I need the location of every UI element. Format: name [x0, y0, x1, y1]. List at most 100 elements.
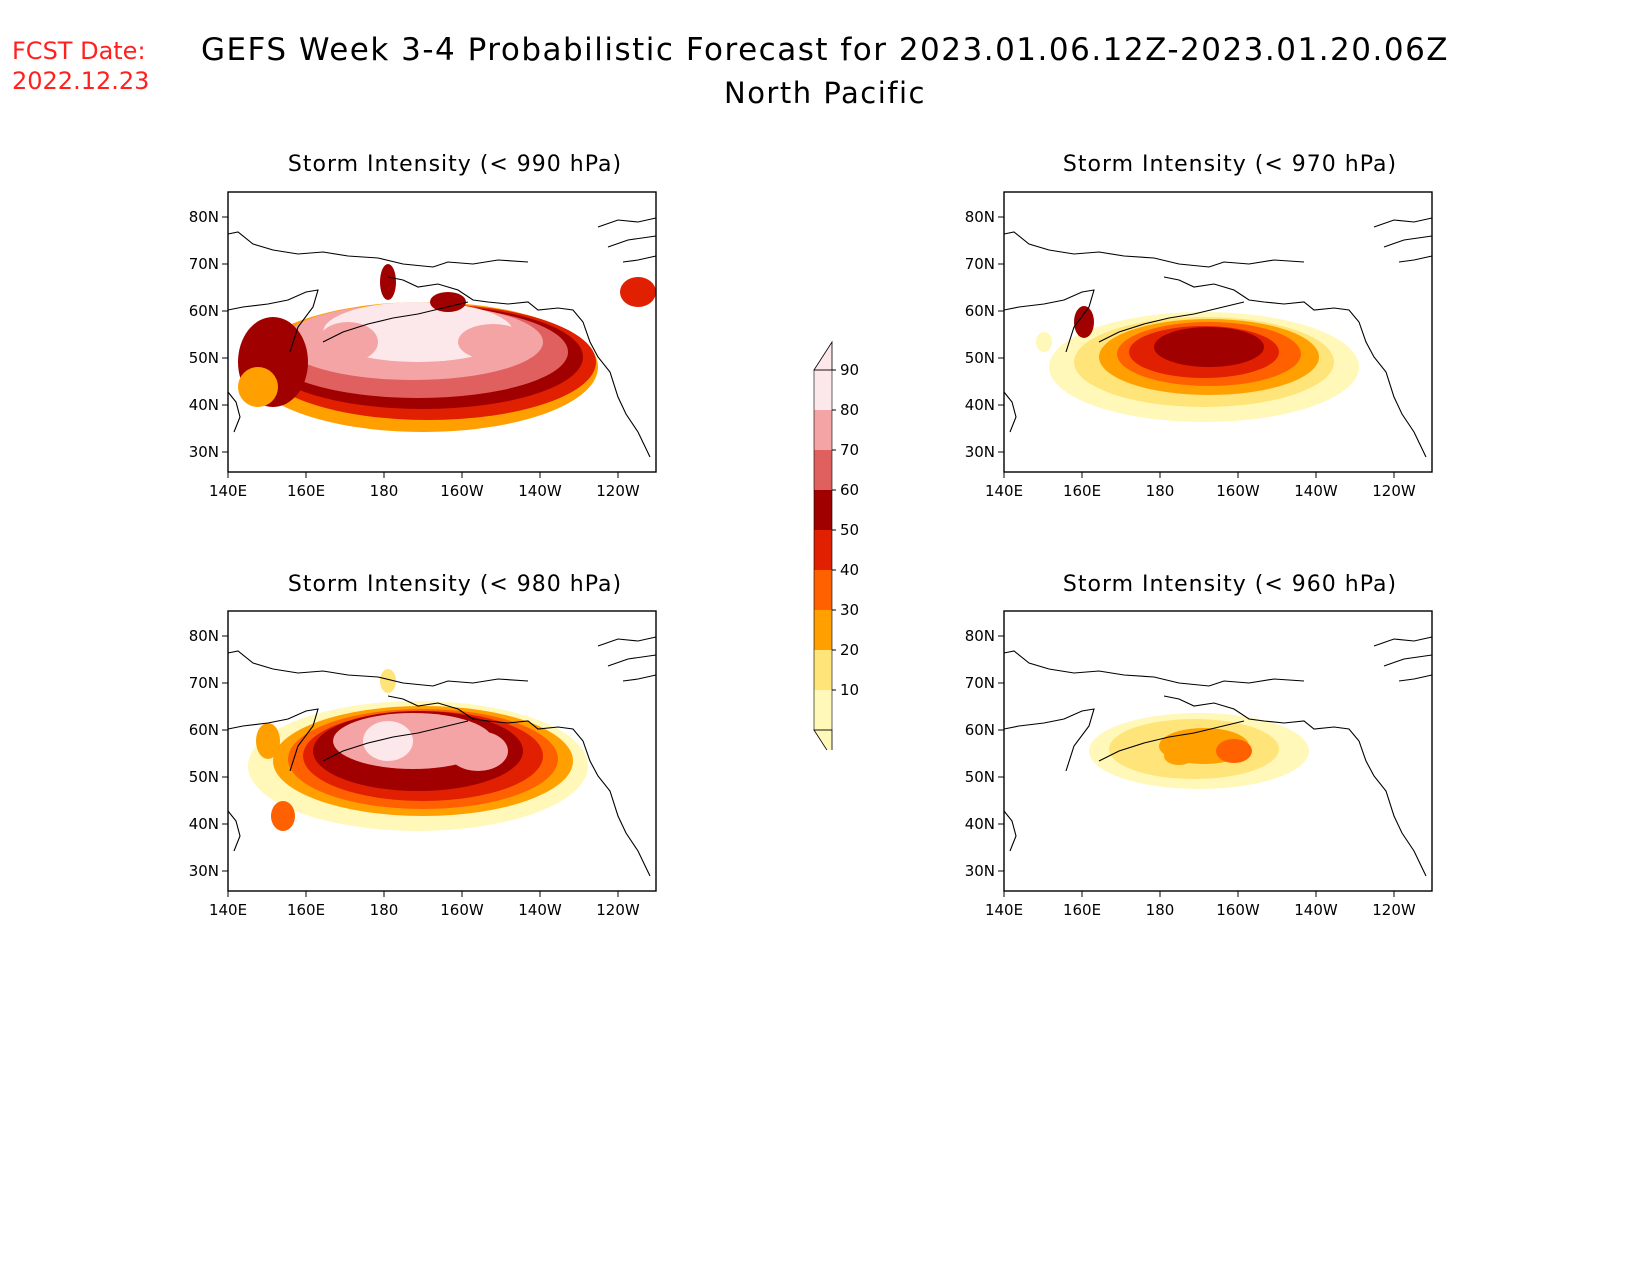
lat-tick-label: 60N [965, 302, 995, 320]
lon-tick-label: 160E [1063, 901, 1101, 919]
probability-area [448, 731, 508, 771]
map-frame [227, 610, 657, 892]
coastline [322, 720, 469, 762]
colorbar-label: 30 [840, 601, 859, 619]
coastline [1398, 674, 1433, 682]
colorbar-label: 70 [840, 441, 859, 459]
colorbar-swatch [814, 570, 832, 610]
coastline [227, 391, 241, 433]
lon-tick-label: 160E [287, 901, 325, 919]
lat-tick-label: 60N [965, 721, 995, 739]
lat-tick-label: 50N [965, 349, 995, 367]
colorbar-label: 60 [840, 481, 859, 499]
lat-tick-label: 40N [189, 815, 219, 833]
map-frame [1003, 610, 1433, 892]
probability-area [1074, 306, 1094, 338]
lon-tick-label: 180 [370, 901, 399, 919]
colorbar-swatch [814, 490, 832, 530]
coastline [1098, 720, 1245, 762]
probability-colorbar: 10 20 30 40 50 60 70 80 90 [813, 340, 859, 750]
lat-tick-label: 30N [189, 862, 219, 880]
lon-tick-label: 160W [440, 482, 484, 500]
coastline [1003, 231, 1305, 268]
probability-area [380, 669, 396, 693]
lon-tick-label: 140W [1294, 482, 1338, 500]
probability-area [380, 264, 396, 300]
forecast-date-label: FCST Date: [12, 37, 146, 65]
coastline [227, 231, 529, 268]
lat-tick-label: 30N [965, 443, 995, 461]
coastline [1373, 636, 1433, 647]
colorbar-swatch [814, 450, 832, 490]
lon-tick-label: 160W [1216, 482, 1260, 500]
map-panel-980: 140E 160E 180 160W 140W 120W 80N 70N 60N 50N 40N 30… [189, 610, 657, 919]
lon-tick-label: 180 [1146, 901, 1175, 919]
lat-tick-label: 70N [965, 674, 995, 692]
coastline [1003, 289, 1095, 353]
colorbar-swatch [814, 650, 832, 690]
lat-tick-label: 70N [189, 674, 219, 692]
probability-area [238, 367, 278, 407]
colorbar-swatch [814, 410, 832, 450]
lon-tick-label: 160E [287, 482, 325, 500]
lat-tick-label: 60N [189, 721, 219, 739]
lon-tick-label: 140E [209, 901, 247, 919]
coastline [1003, 708, 1095, 772]
coastline [1003, 391, 1017, 433]
lat-tick-label: 80N [965, 208, 995, 226]
lat-tick-label: 80N [189, 208, 219, 226]
lon-tick-label: 160W [440, 901, 484, 919]
colorbar-label: 80 [840, 401, 859, 419]
coastline [607, 235, 657, 248]
lon-tick-label: 140W [518, 482, 562, 500]
forecast-date-block: FCST Date: 2022.12.23 [12, 36, 149, 96]
coastline [622, 674, 657, 682]
colorbar-swatch [814, 530, 832, 570]
lat-tick-label: 80N [965, 627, 995, 645]
coastline [322, 301, 469, 343]
panel-title-960: Storm Intensity (< 960 hPa) [1062, 572, 1398, 597]
coastline [1003, 810, 1017, 852]
lon-tick-label: 140E [985, 482, 1023, 500]
coastline [597, 217, 657, 228]
forecast-date-value: 2022.12.23 [12, 67, 150, 95]
lat-tick-label: 80N [189, 627, 219, 645]
coastline [622, 255, 657, 263]
coastline [607, 654, 657, 667]
map-frame [1003, 191, 1433, 473]
coastline [1163, 276, 1427, 458]
lon-tick-label: 140E [985, 901, 1023, 919]
colorbar-swatch [814, 610, 832, 650]
map-panel-960: 140E 160E 180 160W 140W 120W 80N 70N 60N 50N 40N 30… [965, 610, 1433, 919]
map-panel-990: 140E 160E 180 160W 140W 120W 80N 70N 60N 50N 40N 30… [189, 191, 657, 500]
lon-tick-label: 160E [1063, 482, 1101, 500]
map-frame [227, 191, 657, 473]
lat-tick-label: 30N [965, 862, 995, 880]
probability-area [620, 277, 656, 307]
lon-tick-label: 120W [1372, 901, 1416, 919]
lon-tick-label: 140W [518, 901, 562, 919]
probability-area [1164, 747, 1194, 765]
probability-area [1154, 327, 1264, 367]
probability-area [1036, 332, 1052, 352]
lat-tick-label: 70N [965, 255, 995, 273]
coastline [1163, 695, 1427, 877]
probability-area [256, 723, 280, 759]
panel-title-980: Storm Intensity (< 980 hPa) [287, 572, 623, 597]
lon-tick-label: 140E [209, 482, 247, 500]
coastline [387, 695, 651, 877]
probability-area [363, 721, 413, 761]
probability-area [430, 292, 466, 312]
lat-tick-label: 70N [189, 255, 219, 273]
colorbar-swatch [814, 690, 832, 730]
lon-tick-label: 120W [1372, 482, 1416, 500]
colorbar-swatch [814, 370, 832, 410]
lat-tick-label: 40N [965, 815, 995, 833]
lon-tick-label: 160W [1216, 901, 1260, 919]
coastline [1383, 235, 1433, 248]
coastline [227, 650, 529, 687]
lat-tick-label: 50N [189, 768, 219, 786]
lon-tick-label: 180 [1146, 482, 1175, 500]
coastline [1098, 301, 1245, 343]
coastline [227, 708, 319, 772]
